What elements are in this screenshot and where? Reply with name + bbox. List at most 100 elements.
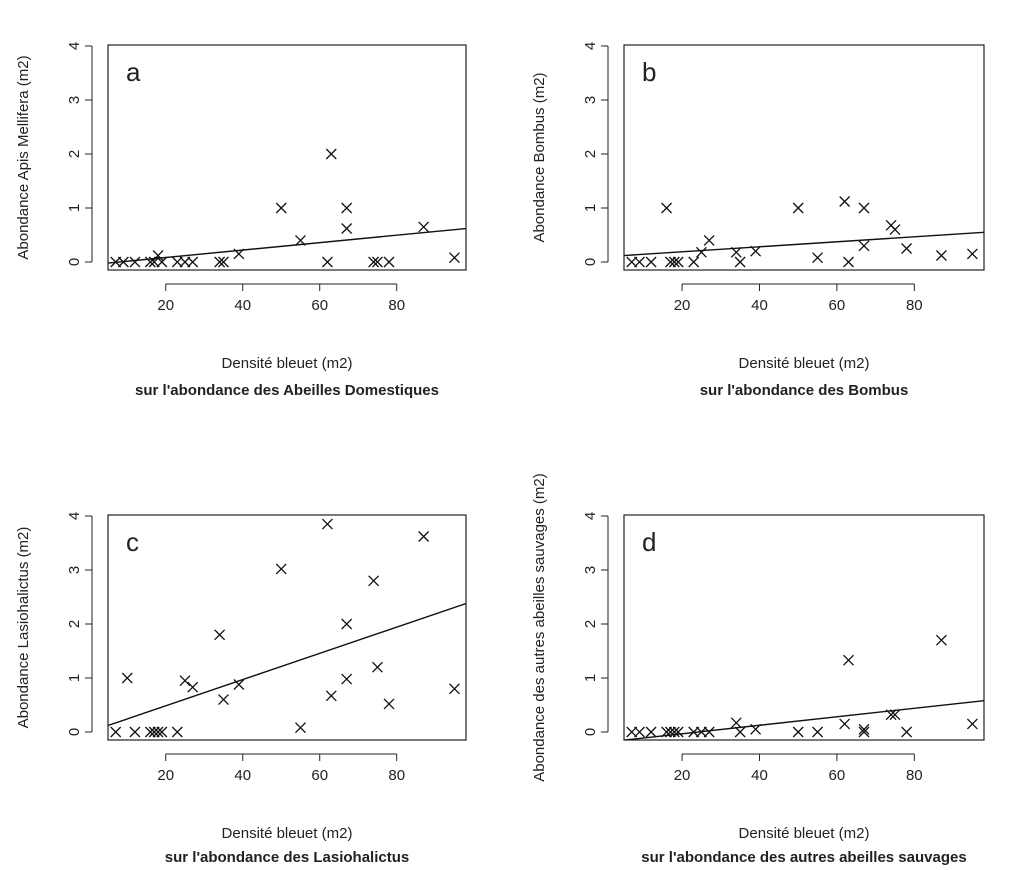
panel-c: c 0 1 2 3 4 20 40 60 80 Densité bleuet (m2) sur l'a… — [15, 512, 467, 866]
y-tick-label: 2 — [66, 620, 83, 628]
data-point — [730, 717, 742, 729]
x-tick-label: 80 — [388, 297, 405, 314]
x-tick-label: 20 — [157, 767, 174, 784]
data-point — [295, 234, 306, 246]
data-point — [383, 698, 395, 710]
data-point — [341, 202, 353, 214]
data-point — [858, 726, 870, 738]
data-point — [695, 246, 707, 258]
data-point — [448, 683, 460, 695]
y-tick-label: 2 — [66, 150, 83, 158]
data-point — [129, 726, 141, 738]
data-point — [275, 563, 287, 575]
data-point — [418, 221, 430, 233]
data-point — [110, 726, 122, 738]
y-tick-label: 2 — [582, 150, 599, 158]
data-point — [935, 250, 947, 261]
data-point — [218, 694, 229, 706]
data-point — [341, 618, 353, 630]
plot-frame — [107, 44, 467, 271]
data-point — [626, 726, 638, 738]
data-point — [372, 256, 383, 268]
x-tick-label: 80 — [906, 767, 923, 784]
y-tick-label: 0 — [66, 258, 83, 266]
data-point — [688, 256, 700, 268]
data-point — [418, 531, 430, 542]
data-point — [734, 726, 746, 738]
y-tick-label: 1 — [66, 204, 83, 212]
x-tick-label: 60 — [829, 297, 846, 314]
panel-b: b 0 1 2 3 4 20 40 60 80 Densité bleuet (m2) sur l'a… — [531, 42, 985, 399]
data-point — [645, 726, 657, 738]
y-tick-label: 3 — [66, 566, 83, 574]
data-point — [179, 256, 191, 268]
panel-letter: c — [126, 527, 139, 557]
y-tick-label: 0 — [66, 728, 83, 736]
x-axis-label: Densité bleuet (m2) — [222, 355, 353, 372]
data-point — [839, 718, 851, 730]
data-point — [110, 256, 122, 268]
data-point — [839, 196, 851, 207]
data-point — [321, 518, 333, 530]
x-tick-label: 60 — [829, 767, 846, 784]
y-axis-label: Abondance Bombus (m2) — [531, 72, 548, 242]
x-axis-label: Densité bleuet (m2) — [739, 355, 870, 372]
data-point — [750, 723, 762, 735]
data-point — [703, 726, 715, 738]
data-point — [144, 726, 156, 738]
y-tick-label: 2 — [582, 620, 599, 628]
data-point — [750, 245, 762, 257]
data-point — [695, 726, 707, 738]
data-point — [214, 629, 226, 641]
data-point — [792, 726, 804, 738]
data-point — [661, 202, 673, 214]
data-point — [730, 246, 742, 258]
data-point — [935, 634, 947, 646]
data-point — [634, 726, 645, 738]
data-point — [275, 202, 287, 214]
y-axis-label: Abondance Apis Mellifera (m2) — [15, 55, 32, 259]
data-point — [129, 256, 141, 268]
y-tick-label: 1 — [582, 674, 599, 682]
data-point — [448, 252, 460, 264]
x-tick-label: 60 — [311, 767, 328, 784]
data-point — [672, 726, 684, 738]
panel-caption: sur l'abondance des Lasiohalictus — [165, 849, 409, 866]
y-tick-label: 4 — [66, 512, 83, 520]
data-point — [117, 256, 129, 268]
data-point — [812, 252, 824, 264]
x-tick-label: 40 — [751, 767, 768, 784]
data-point — [171, 726, 183, 738]
x-tick-label: 20 — [674, 297, 691, 314]
plot-frame — [623, 514, 985, 741]
data-point — [661, 726, 673, 738]
x-tick-label: 40 — [751, 297, 768, 314]
x-axis-label: Densité bleuet (m2) — [222, 825, 353, 842]
data-point — [368, 575, 380, 587]
data-point — [843, 654, 854, 666]
x-tick-label: 40 — [234, 297, 251, 314]
data-point — [233, 679, 245, 690]
data-point — [634, 256, 645, 268]
y-tick-label: 3 — [582, 96, 599, 104]
data-point — [341, 673, 353, 685]
data-point — [368, 256, 380, 268]
y-tick-label: 4 — [582, 512, 599, 520]
data-point — [156, 256, 168, 268]
data-point — [966, 248, 978, 260]
panel-caption: sur l'abondance des Bombus — [700, 382, 909, 399]
data-point — [966, 718, 978, 730]
y-tick-label: 4 — [66, 42, 83, 50]
data-point — [152, 726, 164, 738]
x-tick-label: 20 — [157, 297, 174, 314]
plot-frame — [107, 514, 467, 741]
data-point — [734, 256, 746, 268]
y-tick-label: 3 — [66, 96, 83, 104]
data-point — [792, 202, 804, 214]
data-point — [295, 722, 306, 734]
panel-a: a 0 1 2 3 4 20 40 60 80 Densité bleuet (m2) sur l'a… — [15, 42, 467, 399]
x-tick-label: 60 — [311, 297, 328, 314]
data-point — [179, 675, 191, 687]
data-point — [664, 256, 676, 268]
